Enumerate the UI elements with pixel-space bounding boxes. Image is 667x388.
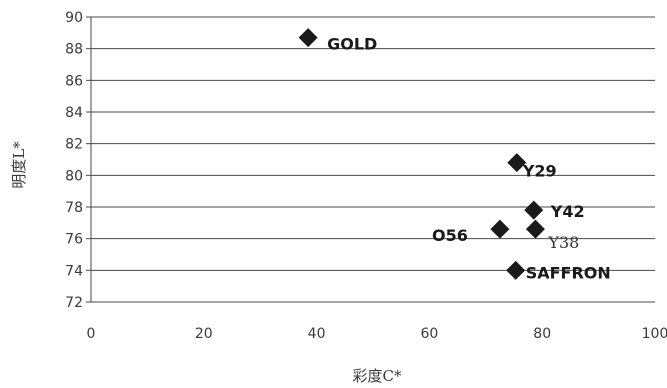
- y-tick-label-80: 80: [65, 168, 83, 184]
- y-tick-label-82: 82: [65, 137, 83, 153]
- axes: [86, 16, 92, 303]
- x-tick-label-0: 0: [87, 326, 96, 342]
- point-marker-gold: [298, 28, 318, 48]
- point-marker-o56: [490, 219, 510, 239]
- point-marker-saffron: [506, 260, 526, 280]
- x-axis-title: 彩度C*: [353, 367, 402, 385]
- x-tick-labels: 0 20 40 60 80 100: [87, 326, 667, 342]
- point-label-o56: O56: [432, 226, 468, 245]
- y-tick-label-72: 72: [65, 295, 83, 311]
- x-tick-label-40: 40: [308, 326, 326, 342]
- point-label-y38: Y38: [547, 233, 579, 252]
- point-labels: GOLD Y29 Y42 O56 Y38 SAFFRON: [327, 35, 611, 283]
- y-tick-label-76: 76: [65, 232, 83, 248]
- y-tick-label-90: 90: [65, 10, 83, 26]
- y-tick-labels: 72 74 76 78 80 82 84 86 88 90: [65, 10, 83, 311]
- x-tick-label-100: 100: [642, 326, 667, 342]
- y-tick-label-84: 84: [65, 105, 83, 121]
- point-label-y29: Y29: [522, 162, 557, 181]
- y-tick-label-78: 78: [65, 200, 83, 216]
- point-marker-y42: [524, 200, 544, 220]
- point-label-y42: Y42: [550, 202, 585, 221]
- y-tick-label-88: 88: [65, 42, 83, 58]
- x-tick-label-80: 80: [533, 326, 551, 342]
- y-axis-title: 明度L*: [10, 141, 28, 189]
- x-tick-label-60: 60: [420, 326, 438, 342]
- point-marker-y38: [525, 219, 545, 239]
- y-tick-label-74: 74: [65, 263, 83, 279]
- point-marker-y29: [507, 153, 527, 173]
- y-tick-label-86: 86: [65, 73, 83, 89]
- point-label-saffron: SAFFRON: [526, 263, 611, 282]
- point-label-gold: GOLD: [327, 35, 377, 54]
- x-tick-label-20: 20: [195, 326, 213, 342]
- grid-lines: [91, 16, 655, 303]
- data-points: [298, 28, 545, 280]
